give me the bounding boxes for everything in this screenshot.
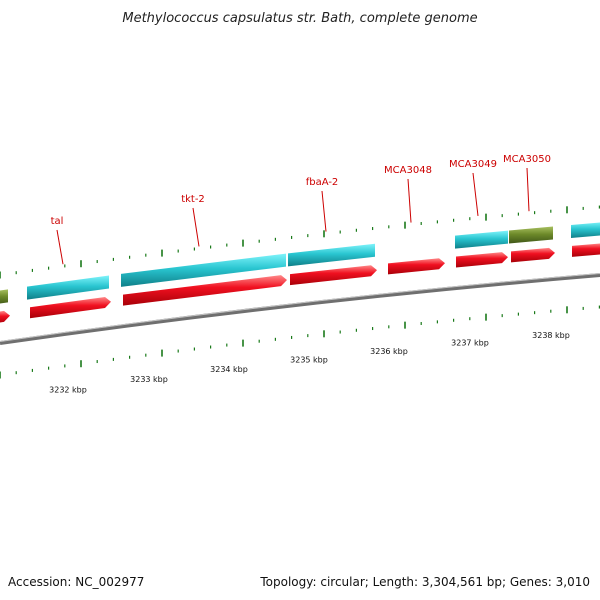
genome-backbone-highlight bbox=[0, 273, 600, 342]
gene-label-leader bbox=[192, 207, 200, 247]
gene-label: MCA3049 bbox=[449, 159, 497, 170]
gene-label: tkt-2 bbox=[181, 194, 205, 205]
gene-label: fbaA-2 bbox=[306, 177, 339, 188]
scale-label: 3232 kbp bbox=[49, 385, 87, 394]
scale-label: 3238 kbp bbox=[532, 331, 570, 340]
cds-arrow bbox=[456, 252, 508, 268]
gene-label-leader bbox=[526, 167, 530, 212]
gene-block bbox=[121, 253, 286, 287]
gene-label: MCA3050 bbox=[503, 154, 551, 165]
gene-label-leader bbox=[472, 172, 479, 216]
gene-block-olive bbox=[509, 226, 553, 244]
outer-tick-marks bbox=[0, 205, 600, 279]
cds-arrow bbox=[572, 243, 600, 257]
gene-label-leader bbox=[321, 190, 327, 232]
cds-arrow bbox=[511, 247, 555, 263]
scale-label: 3233 kbp bbox=[130, 375, 168, 384]
gene-block-olive bbox=[0, 289, 8, 304]
cds-arrow bbox=[388, 258, 445, 275]
gene-label: tal bbox=[51, 216, 64, 227]
gene-label-leader bbox=[407, 178, 412, 223]
cds-arrow bbox=[30, 297, 111, 319]
gene-label: MCA3048 bbox=[384, 165, 432, 176]
gene-block bbox=[571, 222, 600, 238]
gene-labels: tal tkt-2 fbaA-2 MCA3048 MCA3049 MCA3050 bbox=[51, 154, 551, 265]
genome-backbone bbox=[0, 273, 600, 345]
gene-block bbox=[27, 275, 109, 300]
gene-block bbox=[288, 243, 375, 267]
genome-stats-text: Topology: circular; Length: 3,304,561 bp… bbox=[259, 575, 590, 589]
gene-block bbox=[455, 230, 508, 249]
inner-tick-marks bbox=[0, 305, 600, 379]
gene-track bbox=[0, 222, 600, 323]
cds-arrow bbox=[123, 275, 287, 306]
accession-text: Accession: NC_002977 bbox=[8, 575, 144, 589]
scale-label: 3236 kbp bbox=[370, 347, 408, 356]
scale-labels: 3232 kbp 3233 kbp 3234 kbp 3235 kbp 3236 kbp… bbox=[49, 331, 570, 394]
gene-label-leader bbox=[56, 229, 64, 265]
scale-label: 3234 kbp bbox=[210, 365, 248, 374]
map-title: Methylococcus capsulatus str. Bath, comp… bbox=[122, 11, 477, 26]
scale-label: 3237 kbp bbox=[451, 339, 489, 348]
scale-label: 3235 kbp bbox=[290, 355, 328, 364]
cds-arrow bbox=[290, 265, 377, 286]
cds-arrow bbox=[0, 310, 10, 323]
